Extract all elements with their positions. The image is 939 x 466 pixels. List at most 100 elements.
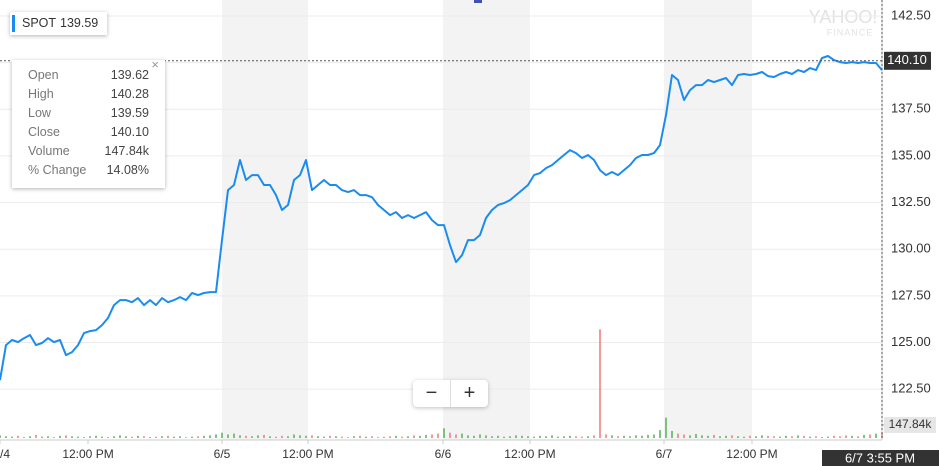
volume-bar <box>191 436 193 438</box>
volume-bar <box>137 435 139 438</box>
volume-bar <box>515 435 517 438</box>
volume-bar <box>821 437 823 438</box>
volume-bar <box>779 436 781 438</box>
zoom-in[interactable]: + <box>463 382 476 404</box>
volume-bar <box>773 436 775 438</box>
y-tick-label: 130.00 <box>891 241 931 256</box>
volume-bar <box>431 434 433 438</box>
volume-bar <box>17 435 19 438</box>
price-tag-box <box>884 51 931 70</box>
volume-bar <box>245 435 247 438</box>
volume-bar <box>839 436 841 438</box>
close-button[interactable]: × <box>151 57 159 72</box>
volume-bar <box>113 436 115 438</box>
tooltip-label: Low <box>28 106 51 120</box>
volume-bar <box>737 436 739 438</box>
volume-bar <box>503 436 505 438</box>
volume-bar <box>371 436 373 438</box>
x-tick-label: 12:00 PM <box>62 447 113 461</box>
volume-bar <box>755 436 757 438</box>
volume-bar <box>353 436 355 438</box>
volume-bar <box>809 436 811 438</box>
y-tick-label: 142.50 <box>891 7 931 22</box>
tooltip-value: 147.84k <box>104 144 149 158</box>
volume-bar <box>197 436 199 438</box>
volume-bar <box>689 435 691 438</box>
volume-tick-box <box>884 416 936 433</box>
volume-bar <box>533 436 535 438</box>
symbol-badge: SPOT 139.59 <box>10 12 107 35</box>
volume-bar <box>413 435 415 438</box>
tooltip-value: 139.59 <box>110 106 149 120</box>
zoom-out[interactable]: − <box>413 380 451 407</box>
volume-bar <box>263 434 265 438</box>
volume-bar <box>65 435 67 438</box>
x-tick-label: 6/7 <box>656 447 673 461</box>
x-tick-label: 12:00 PM <box>726 447 777 461</box>
volume-bar <box>401 436 403 438</box>
volume-bar <box>875 433 877 438</box>
volume-bar <box>695 434 697 438</box>
volume-bar <box>851 435 853 438</box>
volume-bar <box>593 435 595 438</box>
tooltip-label: Volume <box>28 144 70 158</box>
volume-bar <box>299 435 301 438</box>
volume-bar <box>269 436 271 438</box>
tooltip-value: 140.28 <box>110 87 149 101</box>
volume-bar <box>611 435 613 438</box>
tooltip-row: Low 139.59 <box>28 104 149 122</box>
volume-bar <box>785 435 787 438</box>
volume-bar <box>641 435 643 438</box>
volume-bar <box>203 435 205 438</box>
volume-bar <box>575 436 577 438</box>
crosshair-label: 6/7 3:55 PM <box>845 450 915 465</box>
volume-bar <box>209 435 211 438</box>
tooltip-value: 140.10 <box>110 125 149 139</box>
volume-tick-label: 147.84k <box>889 417 933 431</box>
volume-bar <box>107 437 109 438</box>
volume-bar <box>569 435 571 438</box>
volume-bar <box>143 436 145 438</box>
volume-bar <box>41 436 43 438</box>
volume-bar <box>23 437 25 438</box>
volume-bar <box>377 437 379 438</box>
tooltip-value: 14.08% <box>106 163 149 177</box>
x-tick-label: /4 <box>0 447 10 461</box>
y-tick-label: 132.50 <box>891 194 931 209</box>
background <box>222 0 752 440</box>
volume-bar <box>167 435 169 438</box>
volume-bar <box>827 436 829 438</box>
volume-bar <box>701 435 703 438</box>
volume-bar <box>161 436 163 438</box>
volume-bar <box>365 436 367 438</box>
volume-bar <box>461 433 463 438</box>
volume-bar <box>881 432 883 438</box>
volume-bar <box>341 436 343 438</box>
volume-bar <box>563 436 565 438</box>
volume-bar <box>275 436 277 438</box>
volume-bar <box>395 435 397 438</box>
volume-bar <box>71 436 73 438</box>
volume-bar <box>455 434 457 438</box>
session-band <box>222 0 308 440</box>
volume-bar <box>845 435 847 438</box>
symbol-price: 139.59 <box>60 16 99 30</box>
volume-bar <box>35 434 37 438</box>
volume-bar <box>383 436 385 438</box>
volume-bar <box>311 435 313 438</box>
volume-bar <box>359 435 361 438</box>
volume-bar <box>419 435 421 438</box>
volume-bar <box>449 432 451 438</box>
volume-bar <box>95 435 97 438</box>
volume-bar <box>509 436 511 438</box>
volume-bar <box>617 436 619 438</box>
volume-bar <box>323 436 325 438</box>
volume-bar <box>407 436 409 438</box>
volume-bar <box>227 434 229 438</box>
volume-bar <box>83 437 85 438</box>
y-tick-label: 137.50 <box>891 101 931 116</box>
volume-bar <box>623 435 625 438</box>
volume-bar <box>581 436 583 438</box>
tooltip-row: Close 140.10 <box>28 123 149 141</box>
